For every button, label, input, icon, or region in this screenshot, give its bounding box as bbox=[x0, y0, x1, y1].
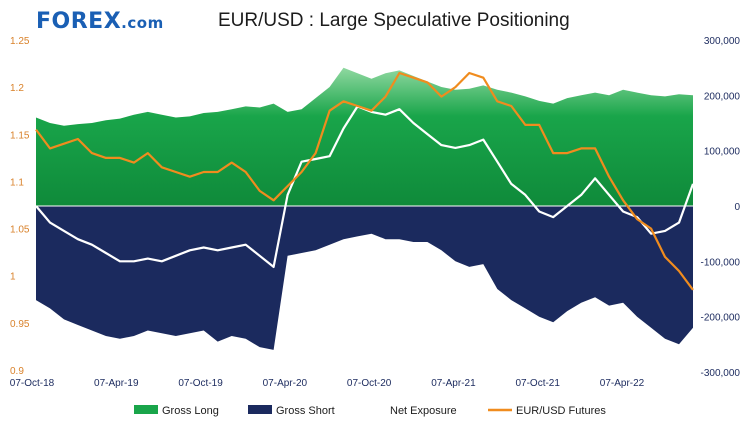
right-axis-tick-label: 0 bbox=[734, 202, 740, 213]
logo-domain: .com bbox=[121, 14, 164, 32]
left-axis-tick-label: 1.05 bbox=[10, 225, 30, 236]
right-axis-tick-label: 300,000 bbox=[704, 36, 741, 47]
legend-swatch bbox=[248, 405, 272, 414]
forex-logo: FOREX.com bbox=[36, 9, 164, 34]
right-axis-tick-label: 100,000 bbox=[704, 147, 741, 158]
legend-label: EUR/USD Futures bbox=[516, 405, 606, 417]
legend: Gross Long Gross Short Net Exposure EUR/USD… bbox=[134, 405, 606, 417]
chart-title: EUR/USD : Large Speculative Positioning bbox=[218, 10, 570, 31]
x-axis-tick-label: 07-Apr-22 bbox=[600, 378, 645, 389]
legend-item: EUR/USD Futures bbox=[488, 405, 606, 417]
left-axis-tick-label: 0.95 bbox=[10, 319, 30, 330]
right-axis-tick-label: 200,000 bbox=[704, 91, 741, 102]
x-axis: 07-Oct-18 07-Apr-19 07-Oct-19 07-Apr-20 07-O… bbox=[10, 378, 645, 389]
right-axis-tick-label: -100,000 bbox=[701, 257, 741, 268]
left-axis-tick-label: 1.2 bbox=[10, 83, 24, 94]
x-axis-tick-label: 07-Oct-21 bbox=[515, 378, 560, 389]
legend-swatch bbox=[134, 405, 158, 414]
legend-label: Gross Long bbox=[162, 405, 219, 417]
left-axis-tick-label: 0.9 bbox=[10, 366, 24, 377]
left-axis-tick-label: 1.15 bbox=[10, 130, 30, 141]
legend-item: Net Exposure bbox=[362, 405, 457, 417]
right-axis-tick-label: -300,000 bbox=[701, 368, 741, 379]
plot-areas bbox=[36, 67, 693, 350]
left-axis: 1.25 1.2 1.15 1.1 1.05 1 0.95 0.9 bbox=[10, 36, 30, 377]
x-axis-tick-label: 07-Oct-20 bbox=[347, 378, 392, 389]
plot-lines bbox=[35, 71, 695, 291]
right-axis-tick-label: -200,000 bbox=[701, 313, 741, 324]
series-eurusd-futures-line bbox=[35, 71, 694, 291]
legend-item: Gross Short bbox=[248, 405, 335, 417]
x-axis-tick-label: 07-Apr-20 bbox=[263, 378, 308, 389]
left-axis-tick-label: 1.1 bbox=[10, 177, 24, 188]
right-axis: 300,000 200,000 100,000 0 -100,000 -200,000 -3… bbox=[701, 36, 741, 379]
legend-item: Gross Long bbox=[134, 405, 219, 417]
x-axis-tick-label: 07-Oct-18 bbox=[10, 378, 55, 389]
left-axis-tick-label: 1 bbox=[10, 272, 16, 283]
x-axis-tick-label: 07-Apr-19 bbox=[94, 378, 139, 389]
series-gross-long-area bbox=[36, 67, 693, 206]
logo-text: FOREX bbox=[36, 9, 122, 34]
series-gross-short-area bbox=[36, 206, 693, 350]
legend-label: Net Exposure bbox=[390, 405, 457, 417]
left-axis-tick-label: 1.25 bbox=[10, 36, 30, 47]
x-axis-tick-label: 07-Oct-19 bbox=[178, 378, 223, 389]
legend-label: Gross Short bbox=[276, 405, 335, 417]
x-axis-tick-label: 07-Apr-21 bbox=[431, 378, 476, 389]
